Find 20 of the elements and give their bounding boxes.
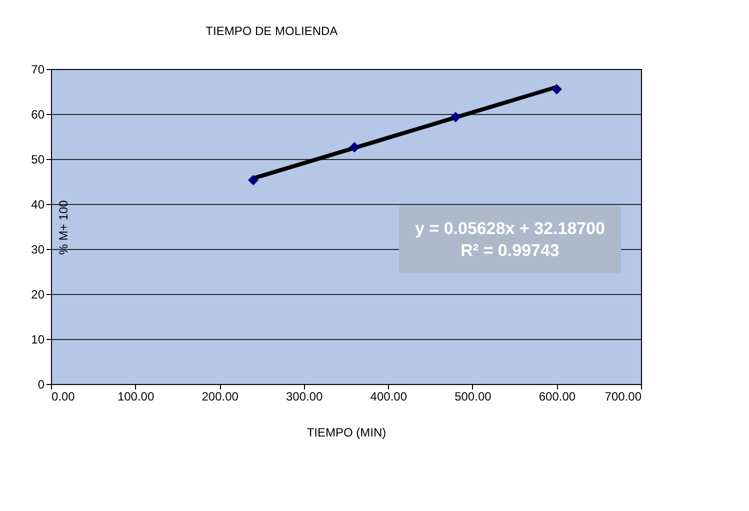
x-tick-label: 400.00 xyxy=(370,390,408,404)
y-tick-label: 70 xyxy=(31,62,45,76)
y-tick-label: 60 xyxy=(31,108,45,122)
x-axis-title: TIEMPO (MIN) xyxy=(306,426,386,440)
y-tick-label: 20 xyxy=(31,288,45,302)
x-tick-label: 0.00 xyxy=(52,390,76,404)
y-tick-label: 30 xyxy=(31,242,45,256)
y-tick-label: 10 xyxy=(31,332,45,346)
y-axis-title: % M+ 100 xyxy=(56,200,70,255)
y-tick-label: 0 xyxy=(38,378,45,392)
y-tick-label: 40 xyxy=(31,198,45,212)
y-tick-label: 50 xyxy=(31,152,45,166)
annotation: y = 0.05628x + 32.18700 R² = 0.99743 xyxy=(414,219,606,260)
chart-title: TIEMPO DE MOLIENDA xyxy=(206,24,338,38)
x-tick-label: 500.00 xyxy=(454,390,492,404)
x-tick-label: 300.00 xyxy=(286,390,324,404)
x-tick-label: 100.00 xyxy=(117,390,154,404)
x-tick-label: 200.00 xyxy=(202,390,239,404)
x-tick-label: 700.00 xyxy=(604,390,642,404)
x-tick-label: 600.00 xyxy=(538,390,576,404)
